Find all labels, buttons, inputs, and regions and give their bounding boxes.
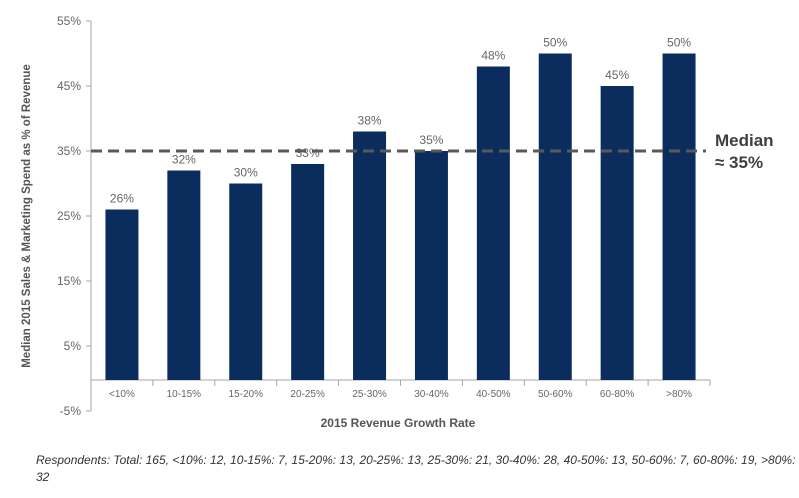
- x-axis: <10% 10-15% 15-20% 20-25% 25-30% 30-40% 40-50%…: [90, 379, 711, 400]
- bar-data-label: 30%: [234, 166, 258, 180]
- bar: [229, 183, 263, 380]
- y-axis-title: Median 2015 Sales & Marketing Spend as %…: [21, 64, 33, 368]
- bar: [353, 131, 387, 380]
- y-tick-label: 55%: [57, 14, 81, 28]
- median-label: Median ≈ 35%: [715, 130, 774, 174]
- x-tick-label: 60-80%: [600, 389, 635, 400]
- bar-data-label: 26%: [110, 192, 134, 206]
- bar: [538, 53, 572, 380]
- x-tick-label: 30-40%: [414, 389, 449, 400]
- x-tick-label: 25-30%: [352, 389, 387, 400]
- y-tick-label: -5%: [60, 404, 82, 418]
- bar-data-label: 48%: [481, 49, 505, 63]
- bar: [414, 151, 448, 380]
- x-tick-label: 20-25%: [290, 389, 325, 400]
- bar: [291, 164, 325, 380]
- bar-data-label: 50%: [543, 36, 567, 50]
- x-tick-label: 10-15%: [167, 389, 202, 400]
- bars: 26% 32% 30% 33% 38% 35% 48% 50% 45% 50%: [105, 36, 696, 380]
- bar-data-label: 38%: [358, 114, 382, 128]
- x-tick-label: >80%: [666, 389, 692, 400]
- bar-data-label: 50%: [667, 36, 691, 50]
- y-tick-label: 35%: [57, 144, 81, 158]
- y-axis: -5% 5% 15% 25% 35% 45% 55%: [57, 14, 92, 418]
- bar: [476, 66, 510, 380]
- x-tick-label: 40-50%: [476, 389, 511, 400]
- bar-data-label: 32%: [172, 153, 196, 167]
- y-tick-label: 15%: [57, 274, 81, 288]
- x-tick-label: 15-20%: [229, 389, 264, 400]
- bar: [167, 170, 201, 380]
- y-tick-label: 5%: [64, 339, 82, 353]
- y-tick-label: 25%: [57, 209, 81, 223]
- median-label-value: ≈ 35%: [715, 153, 764, 172]
- y-tick-label: 45%: [57, 79, 81, 93]
- x-tick-label: <10%: [109, 389, 135, 400]
- bar-data-label: 35%: [419, 133, 443, 147]
- median-label-title: Median: [715, 131, 774, 150]
- bar: [105, 209, 139, 380]
- x-axis-title: 2015 Revenue Growth Rate: [321, 416, 476, 430]
- bar-data-label: 33%: [296, 146, 320, 160]
- x-tick-label: 50-60%: [538, 389, 573, 400]
- respondents-footnote: Respondents: Total: 165, <10%: 12, 10-15…: [36, 453, 796, 484]
- bar: [662, 53, 696, 380]
- bar-data-label: 45%: [605, 68, 629, 82]
- bar: [600, 86, 634, 380]
